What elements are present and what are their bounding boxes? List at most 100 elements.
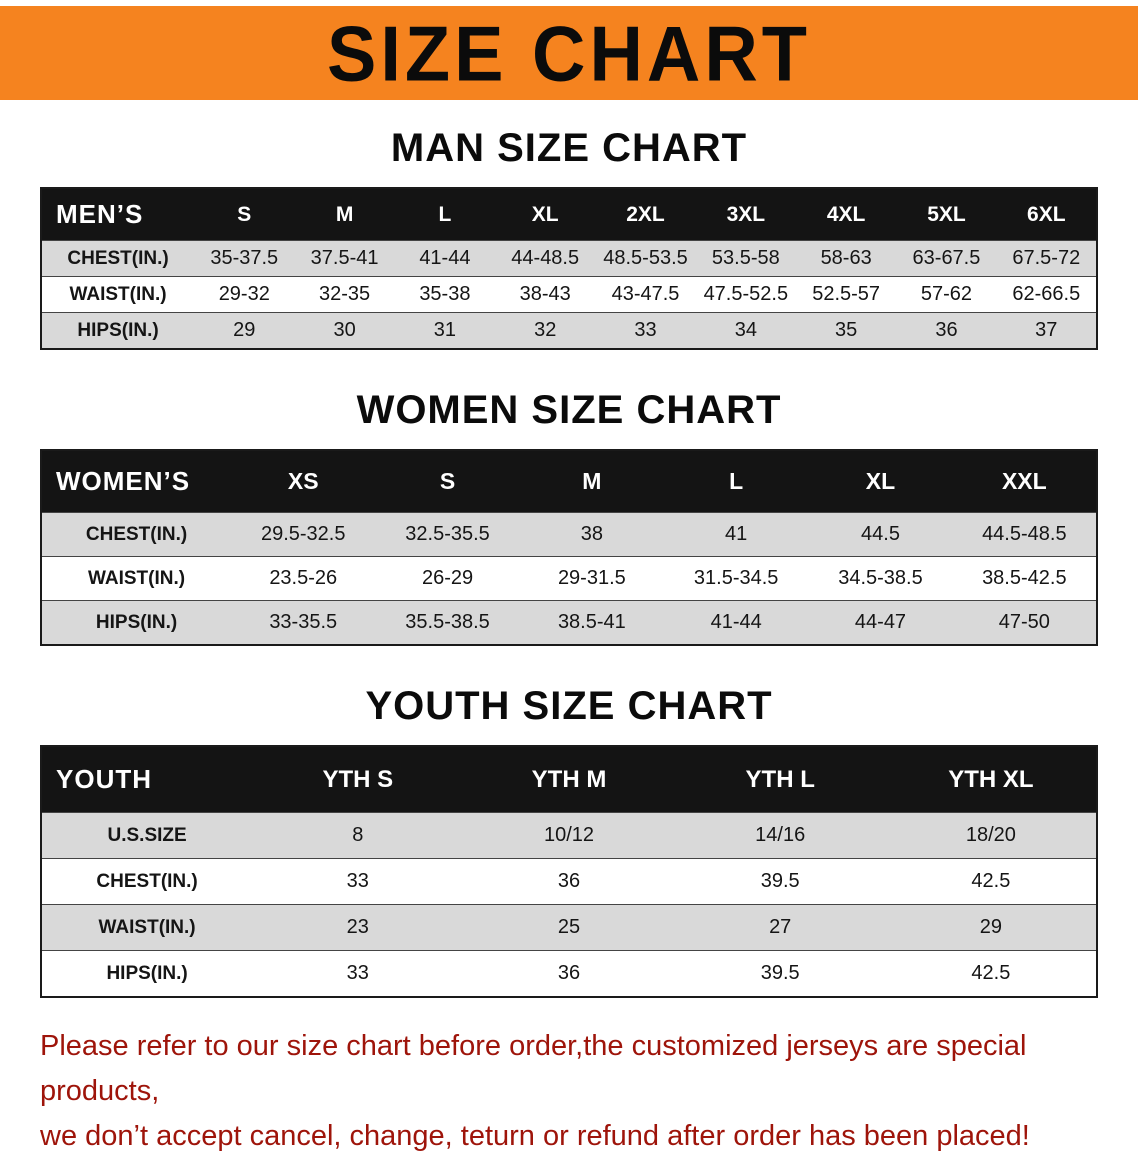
- table-title-cell: MEN’S: [41, 188, 195, 241]
- value-cell: 32: [534, 319, 557, 341]
- table-row: U.S.SIZE 8 10/12 14/16 18/20: [41, 812, 1097, 859]
- table-header-row: MEN’S S M L XL 2XL 3XL 4XL 5XL 6XL: [41, 188, 1097, 241]
- value-cell: 47.5-52.5: [703, 283, 789, 305]
- size-header-cell: XS: [231, 450, 376, 513]
- value-cell: 44-48.5: [511, 247, 580, 269]
- value-cell: 41-44: [419, 247, 471, 269]
- value-cell: 32-35: [319, 283, 371, 305]
- value-cell: 35.5-38.5: [405, 611, 490, 633]
- value-cell: 57-62: [920, 283, 973, 305]
- table-title-cell: WOMEN’S: [41, 450, 232, 513]
- size-header-cell: L: [664, 450, 809, 513]
- row-label-cell: CHEST(IN.): [85, 523, 188, 545]
- value-cell: 36: [557, 870, 581, 892]
- size-header-cell: XL: [495, 188, 596, 241]
- value-cell: 41: [725, 523, 748, 545]
- size-header-cell: 5XL: [896, 188, 997, 241]
- youth-size-table: YOUTH YTH S YTH M YTH L YTH XL U.S.SIZE 8 10/12…: [40, 745, 1098, 998]
- youth-size-chart-section: YOUTH SIZE CHART YOUTH YTH S YTH M YTH L YTH…: [0, 684, 1138, 998]
- value-cell: 33: [346, 962, 369, 984]
- value-cell: 39.5: [760, 870, 800, 892]
- value-cell: 30: [333, 319, 356, 341]
- women-size-table: WOMEN’S XS S M L XL XXL CHEST(IN.) 29.5-32.5 32.5…: [40, 449, 1098, 646]
- value-cell: 43-47.5: [611, 283, 680, 305]
- men-size-table: MEN’S S M L XL 2XL 3XL 4XL 5XL 6XL CHEST(IN.) 35-37…: [40, 187, 1098, 350]
- value-cell: 29.5-32.5: [260, 523, 346, 545]
- table-title-cell: YOUTH: [41, 746, 253, 813]
- title-banner: SIZE CHART: [0, 6, 1138, 100]
- value-cell: 34: [734, 319, 757, 341]
- table-row: WAIST(IN.) 23.5-26 26-29 29-31.5 31.5-34.5 34…: [41, 556, 1097, 601]
- value-cell: 44-47: [854, 611, 907, 633]
- value-cell: 31: [433, 319, 457, 341]
- men-size-chart-heading: MAN SIZE CHART: [390, 126, 748, 170]
- size-header-cell: YTH S: [252, 746, 464, 813]
- row-label-cell: WAIST(IN.): [69, 283, 167, 305]
- value-cell: 8: [352, 824, 364, 846]
- value-cell: 38-43: [519, 283, 571, 305]
- value-cell: 29: [979, 916, 1003, 938]
- size-header-cell: M: [519, 450, 665, 513]
- value-cell: 33: [346, 870, 369, 892]
- size-header-cell: 4XL: [795, 188, 897, 241]
- value-cell: 35-37.5: [210, 247, 279, 269]
- size-chart-page: SIZE CHART MAN SIZE CHART MEN’S S M L XL 2XL 3…: [0, 6, 1138, 1159]
- size-header-cell: XXL: [952, 450, 1097, 513]
- value-cell: 33-35.5: [269, 611, 338, 633]
- page-title: SIZE CHART: [327, 9, 811, 97]
- size-header-cell: L: [394, 188, 496, 241]
- disclaimer-line-1: Please refer to our size chart before or…: [40, 1030, 1027, 1107]
- value-cell: 42.5: [971, 962, 1011, 984]
- table-row: WAIST(IN.) 23 25 27 29: [41, 904, 1097, 951]
- value-cell: 29-32: [218, 283, 270, 305]
- value-cell: 48.5-53.5: [603, 247, 688, 269]
- value-cell: 26-29: [421, 567, 474, 589]
- value-cell: 14/16: [755, 824, 806, 846]
- size-header-cell: 6XL: [996, 188, 1097, 241]
- size-header-cell: S: [375, 450, 520, 513]
- row-label-cell: CHEST(IN.): [96, 870, 198, 892]
- value-cell: 25: [557, 916, 581, 938]
- value-cell: 38.5-42.5: [982, 567, 1067, 589]
- row-label-cell: HIPS(IN.): [95, 611, 178, 633]
- size-header-cell: YTH XL: [885, 746, 1097, 813]
- value-cell: 52.5-57: [812, 283, 881, 305]
- value-cell: 34.5-38.5: [838, 567, 923, 589]
- value-cell: 62-66.5: [1012, 283, 1081, 305]
- table-header-row: WOMEN’S XS S M L XL XXL: [41, 450, 1097, 513]
- value-cell: 32.5-35.5: [405, 523, 490, 545]
- size-header-cell: 2XL: [595, 188, 696, 241]
- value-cell: 63-67.5: [912, 247, 981, 269]
- value-cell: 33: [634, 319, 657, 341]
- youth-size-chart-heading: YOUTH SIZE CHART: [365, 684, 773, 728]
- size-header-cell: YTH M: [463, 746, 675, 813]
- size-header-cell: YTH L: [674, 746, 886, 813]
- table-row: WAIST(IN.) 29-32 32-35 35-38 38-43 43-47.5 47.…: [41, 276, 1097, 313]
- value-cell: 27: [769, 916, 792, 938]
- table-row: HIPS(IN.) 33 36 39.5 42.5: [41, 950, 1097, 997]
- value-cell: 44.5-48.5: [982, 523, 1067, 545]
- value-cell: 23: [346, 916, 369, 938]
- value-cell: 37: [1035, 319, 1058, 341]
- women-size-chart-heading: WOMEN SIZE CHART: [356, 388, 782, 432]
- table-row: HIPS(IN.) 29 30 31 32 33 34 35 36 37: [41, 312, 1097, 349]
- row-label-cell: WAIST(IN.): [87, 567, 186, 589]
- value-cell: 35: [835, 319, 858, 341]
- size-header-cell: XL: [808, 450, 953, 513]
- value-cell: 36: [935, 319, 958, 341]
- value-cell: 18/20: [965, 824, 1016, 846]
- value-cell: 38.5-41: [557, 611, 626, 633]
- row-label-cell: U.S.SIZE: [107, 824, 187, 846]
- value-cell: 39.5: [760, 962, 800, 984]
- value-cell: 41-44: [710, 611, 762, 633]
- value-cell: 58-63: [820, 247, 872, 269]
- value-cell: 29: [233, 319, 256, 341]
- table-row: HIPS(IN.) 33-35.5 35.5-38.5 38.5-41 41-44 44-…: [41, 600, 1097, 645]
- value-cell: 35-38: [419, 283, 471, 305]
- row-label-cell: HIPS(IN.): [106, 962, 188, 984]
- value-cell: 38: [580, 523, 603, 545]
- size-header-cell: M: [294, 188, 395, 241]
- value-cell: 53.5-58: [711, 247, 780, 269]
- table-row: CHEST(IN.) 35-37.5 37.5-41 41-44 44-48.5 48.5…: [41, 240, 1097, 277]
- value-cell: 42.5: [971, 870, 1011, 892]
